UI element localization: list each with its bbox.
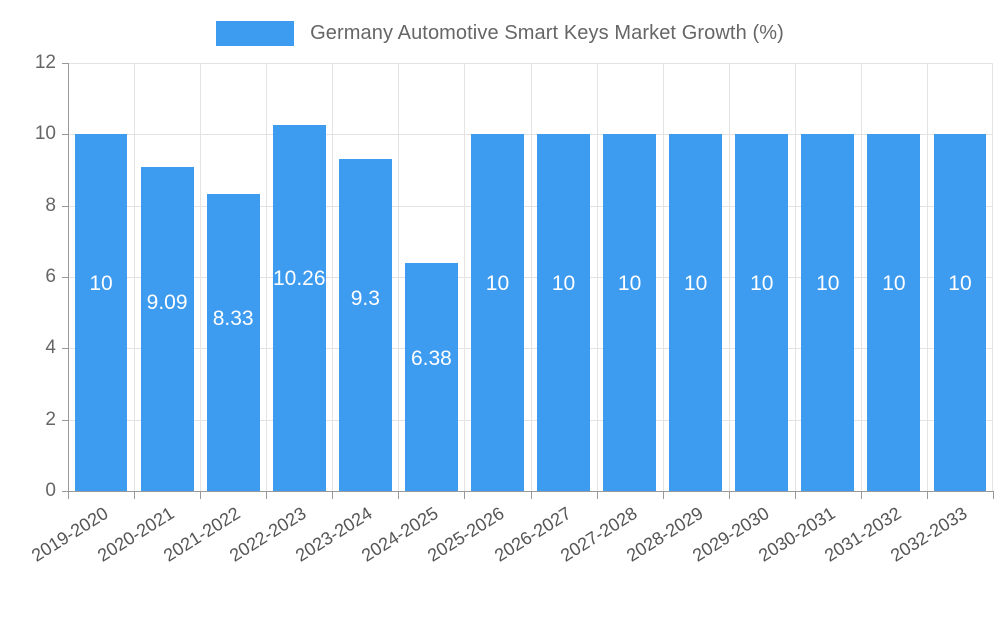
gridline-horizontal [68, 348, 993, 350]
x-axis-tick [200, 492, 201, 499]
y-axis-label: 0 [45, 480, 56, 501]
y-axis-label: 10 [34, 123, 56, 145]
bar-chart: Germany Automotive Smart Keys Market Gro… [0, 14, 1000, 566]
y-axis-tick [62, 419, 68, 421]
gridline-vertical [266, 63, 267, 491]
y-axis-tick [62, 63, 68, 64]
gridline-vertical [927, 63, 928, 491]
x-axis-tick [134, 492, 135, 499]
gridline-vertical [861, 63, 862, 491]
legend-label: Germany Automotive Smart Keys Market Gro… [310, 21, 784, 44]
gridline-horizontal [68, 419, 993, 421]
y-axis-tick [62, 277, 68, 278]
bar[interactable] [471, 134, 524, 491]
y-axis-label: 4 [45, 337, 56, 359]
y-axis-label: 2 [45, 408, 56, 430]
plot-area: 10 9.09 8.33 10.26 9.3 6.38 10 10 10 10 10 10 10 10 [68, 63, 993, 492]
x-axis-tick [531, 492, 532, 499]
y-axis-label: 12 [34, 52, 56, 73]
gridline-horizontal [68, 63, 993, 64]
x-axis-tick [861, 492, 862, 499]
gridline-horizontal [68, 205, 993, 207]
x-axis-tick [464, 492, 465, 499]
bar[interactable] [338, 159, 392, 491]
chart-legend: Germany Automotive Smart Keys Market Gro… [0, 14, 1000, 52]
gridline-vertical [464, 63, 465, 491]
y-axis-tick [62, 491, 68, 492]
y-axis-label: 6 [45, 266, 56, 287]
gridline-vertical [398, 63, 399, 491]
gridline-vertical [200, 63, 201, 491]
gridline-vertical [795, 63, 796, 491]
bar[interactable] [206, 193, 260, 491]
bar[interactable] [735, 134, 789, 491]
gridline-vertical [531, 63, 532, 491]
x-axis-tick [332, 492, 333, 499]
y-axis-tick [62, 348, 68, 350]
bar[interactable] [933, 134, 987, 491]
x-axis-tick [663, 492, 664, 499]
legend-item[interactable]: Germany Automotive Smart Keys Market Gro… [216, 20, 784, 46]
bar[interactable] [801, 134, 855, 491]
x-axis-tick [729, 492, 730, 499]
bar[interactable] [867, 134, 921, 491]
x-axis-tick [68, 492, 69, 499]
gridline-vertical [134, 63, 135, 491]
x-axis-tick [398, 492, 399, 499]
gridline-vertical [729, 63, 730, 491]
gridline-horizontal [68, 277, 993, 278]
x-axis-tick [266, 492, 267, 499]
x-axis-line [68, 491, 994, 492]
x-axis-tick [993, 492, 994, 499]
y-axis-label: 8 [45, 194, 56, 216]
x-axis-tick [795, 492, 796, 499]
bar[interactable] [140, 166, 194, 491]
x-axis-tick [597, 492, 598, 499]
gridline-vertical [332, 63, 333, 491]
gridline-vertical [597, 63, 598, 491]
gridline-vertical [663, 63, 664, 491]
y-axis-tick [62, 134, 68, 136]
bar[interactable] [404, 263, 458, 491]
y-axis-line [68, 63, 69, 491]
bar[interactable] [74, 134, 128, 491]
x-axis-tick [927, 492, 928, 499]
legend-swatch-icon [216, 20, 295, 46]
bar[interactable] [537, 134, 590, 491]
bar[interactable] [272, 125, 326, 491]
y-axis-tick [62, 205, 68, 207]
gridline-horizontal [68, 134, 993, 136]
bar[interactable] [603, 134, 657, 491]
bar[interactable] [669, 134, 723, 491]
